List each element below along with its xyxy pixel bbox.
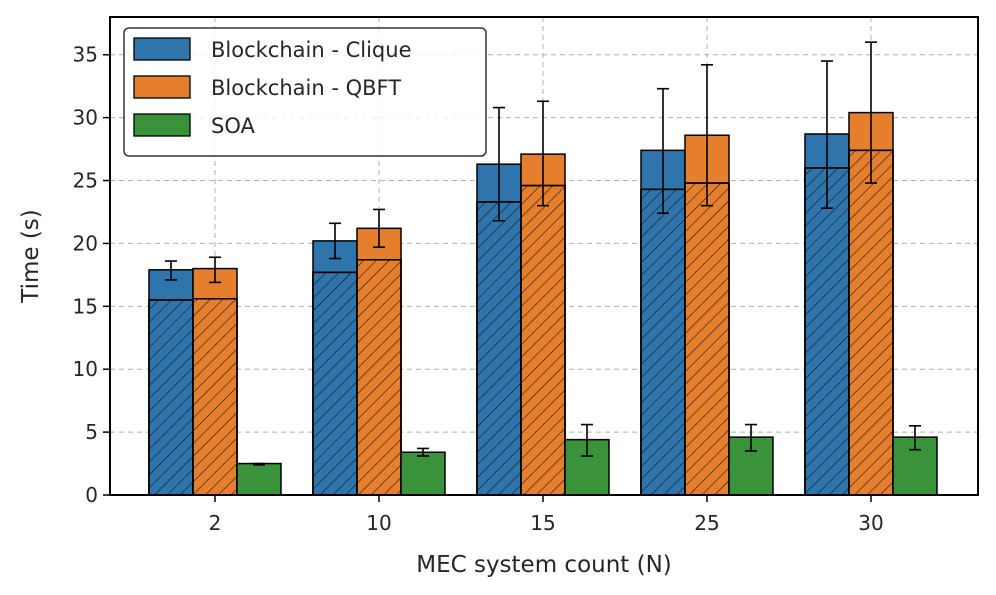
legend-swatch [133, 75, 191, 99]
axes: 0 5 10 15 20 25 30 35 2 10 15 25 30 [73, 43, 884, 535]
bar-hatch-pattern [640, 188, 686, 496]
bar-hatch-pattern [848, 149, 894, 496]
y-tick-label: 5 [85, 420, 98, 444]
bar-hatch-pattern [356, 259, 402, 496]
legend-label: SOA [211, 114, 255, 138]
bar-hatch-pattern [804, 167, 850, 496]
legend: Blockchain - Clique Blockchain - QBFT SOA [123, 27, 487, 157]
x-tick-label: 10 [366, 511, 391, 535]
y-tick-label: 10 [73, 357, 98, 381]
error-bars [165, 41, 921, 466]
y-axis-label: Time (s) [18, 209, 44, 304]
x-tick-label: 30 [858, 511, 883, 535]
y-tick-label: 20 [73, 231, 98, 255]
bar-hatch-pattern [148, 299, 194, 496]
bar-hatch-pattern [684, 182, 730, 496]
bar [236, 462, 282, 496]
x-tick-label: 15 [530, 511, 555, 535]
bar-hatch-pattern [312, 271, 358, 496]
bar [400, 451, 446, 496]
bars [148, 111, 938, 496]
legend-label: Blockchain - Clique [211, 38, 411, 62]
x-tick-label: 2 [209, 511, 222, 535]
legend-swatch [133, 37, 191, 61]
bar-hatch-pattern [476, 201, 522, 496]
legend-label: Blockchain - QBFT [211, 76, 401, 100]
legend-swatch [133, 113, 191, 137]
bar-hatch-pattern [192, 298, 238, 496]
y-tick-label: 15 [73, 294, 98, 318]
plot-frame [109, 16, 979, 496]
y-tick-label: 25 [73, 169, 98, 193]
bar-hatch-pattern [520, 184, 566, 496]
y-tick-label: 0 [85, 483, 98, 507]
legend-box [123, 27, 487, 157]
y-tick-label: 30 [73, 106, 98, 130]
x-axis-label: MEC system count (N) [416, 552, 672, 578]
x-tick-label: 25 [694, 511, 719, 535]
y-tick-label: 35 [73, 43, 98, 67]
